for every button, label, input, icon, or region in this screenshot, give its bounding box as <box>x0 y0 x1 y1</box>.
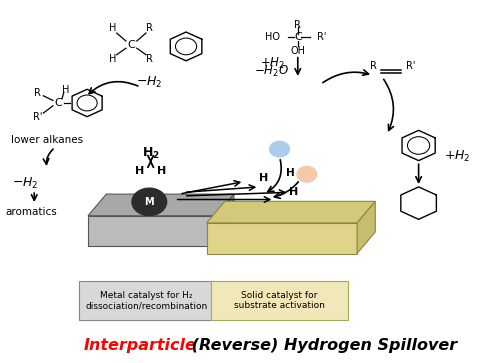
Text: R': R' <box>406 61 415 71</box>
Text: aromatics: aromatics <box>5 207 57 217</box>
Text: Interparticle: Interparticle <box>84 338 196 353</box>
Text: R: R <box>370 61 376 71</box>
Text: H: H <box>259 173 268 183</box>
Text: H: H <box>134 166 144 176</box>
Circle shape <box>270 141 289 157</box>
Text: H: H <box>110 23 117 33</box>
Text: $+H_2$: $+H_2$ <box>260 56 285 71</box>
Text: R': R' <box>33 112 42 122</box>
Text: M: M <box>144 197 154 207</box>
Text: $-H_2O$: $-H_2O$ <box>254 64 289 79</box>
Text: H: H <box>286 168 294 178</box>
Text: H: H <box>289 187 298 197</box>
Text: (Reverse) Hydrogen Spillover: (Reverse) Hydrogen Spillover <box>186 338 457 353</box>
FancyBboxPatch shape <box>79 281 214 320</box>
Text: H: H <box>158 166 166 176</box>
Polygon shape <box>216 194 234 246</box>
Polygon shape <box>206 223 357 253</box>
Text: R: R <box>294 20 301 30</box>
Circle shape <box>132 188 166 216</box>
Text: C: C <box>54 98 62 108</box>
Text: R: R <box>146 23 153 33</box>
Text: $\mathbf{H_2}$: $\mathbf{H_2}$ <box>142 146 160 161</box>
Polygon shape <box>88 216 216 246</box>
Text: C: C <box>294 32 302 42</box>
Text: Metal catalyst for H₂
dissociation/recombination: Metal catalyst for H₂ dissociation/recom… <box>86 291 208 310</box>
Text: HO: HO <box>265 32 280 42</box>
Text: $+H_2$: $+H_2$ <box>444 149 470 164</box>
Text: C: C <box>128 40 135 50</box>
Text: $-H_2$: $-H_2$ <box>12 176 38 191</box>
Circle shape <box>297 166 317 182</box>
Text: H: H <box>110 54 117 64</box>
Text: R: R <box>146 54 153 64</box>
Polygon shape <box>88 194 234 216</box>
Text: H: H <box>62 85 69 95</box>
Text: R: R <box>34 88 42 98</box>
Text: $-H_2$: $-H_2$ <box>136 75 163 90</box>
Text: lower alkanes: lower alkanes <box>11 135 83 145</box>
Polygon shape <box>206 201 376 223</box>
Text: OH: OH <box>290 46 306 56</box>
Polygon shape <box>357 201 376 253</box>
FancyBboxPatch shape <box>211 281 348 320</box>
Text: Solid catalyst for
substrate activation: Solid catalyst for substrate activation <box>234 291 325 310</box>
Text: R': R' <box>317 32 326 42</box>
